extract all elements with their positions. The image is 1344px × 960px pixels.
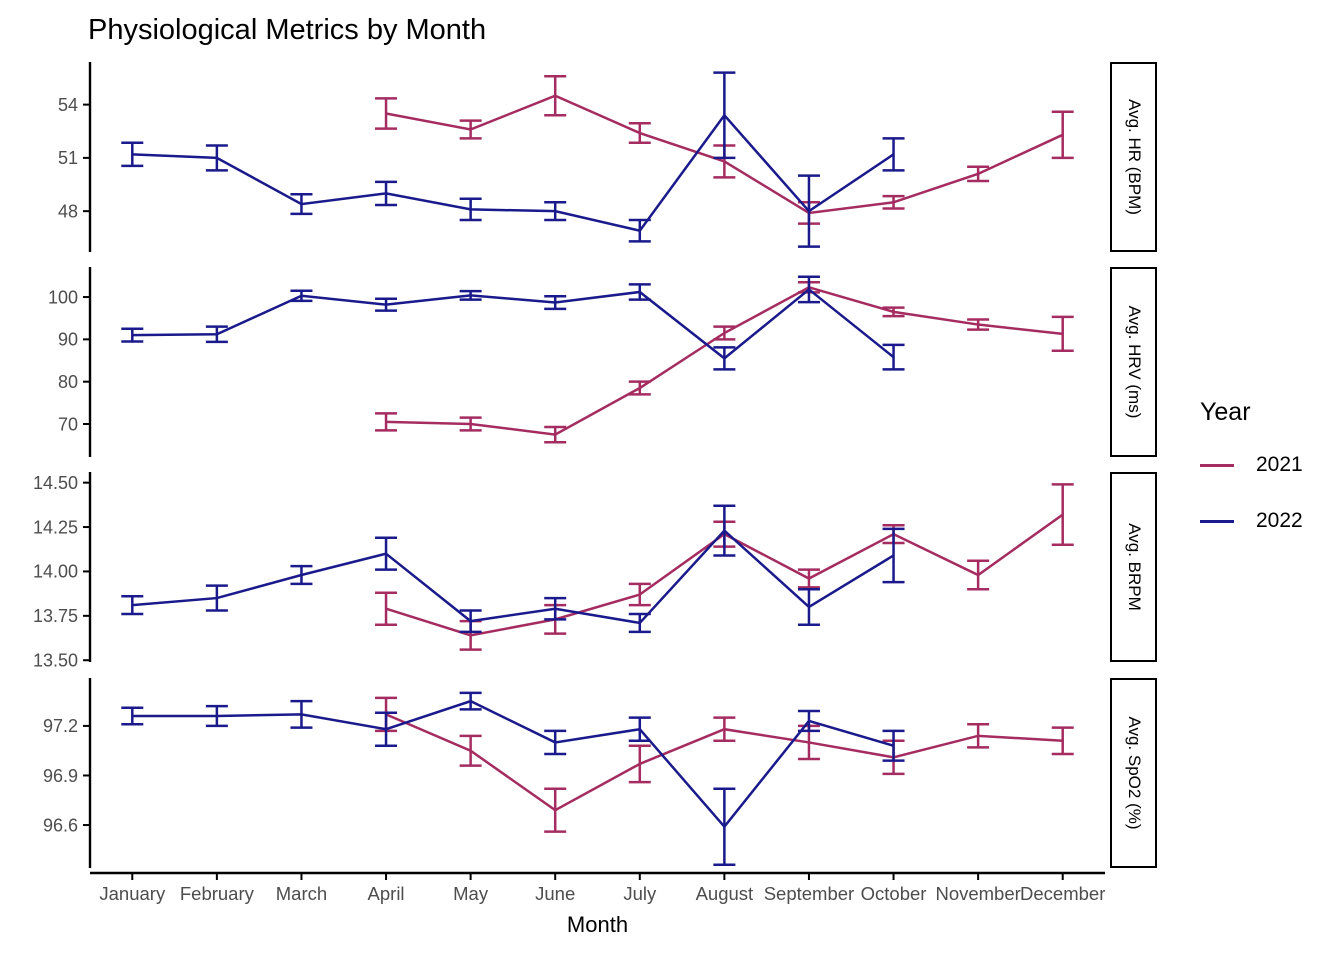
legend-swatch-2022: [1200, 519, 1234, 523]
x-tick-label: November: [935, 883, 1020, 904]
series-2022: [121, 504, 905, 634]
legend-label: 2021: [1256, 453, 1303, 476]
y-tick-label: 97.2: [43, 716, 78, 736]
x-tick-label: March: [276, 883, 327, 904]
y-tick-label: 14.50: [33, 473, 78, 493]
legend-swatch-2021: [1200, 463, 1234, 467]
legend-entry-2022: 2022: [1200, 509, 1303, 533]
y-tick-label: 70: [58, 414, 78, 434]
x-tick-label: April: [368, 883, 405, 904]
x-tick-label: January: [99, 883, 166, 904]
y-tick-label: 13.75: [33, 606, 78, 626]
facet-strip-hr: Avg. HR (BPM): [1110, 62, 1157, 252]
y-tick-label: 54: [58, 95, 78, 115]
facet-strip-hrv: Avg. HRV (ms): [1110, 267, 1157, 457]
facet-avg-brpm: 13.50 13.75 14.00 14.25 14.50: [33, 472, 1074, 671]
y-tick-label: 14.00: [33, 562, 78, 582]
series-2022: [121, 71, 905, 248]
facet-strip-spo2: Avg. SpO2 (%): [1110, 678, 1157, 868]
legend-label: 2022: [1256, 509, 1303, 532]
facet-avg-hr-bpm: 48 51 54: [58, 62, 1074, 252]
chart-title: Physiological Metrics by Month: [88, 14, 487, 46]
y-tick-label: 14.25: [33, 517, 78, 537]
series-line-2021: [385, 94, 1064, 215]
facet-strip-label: Avg. BRPM: [1124, 523, 1144, 611]
y-tick-label: 13.50: [33, 651, 78, 671]
facet-avg-spo2: 96.6 96.9 97.2 January February March April May…: [43, 678, 1105, 904]
series-line-2021: [385, 713, 1063, 812]
y-tick-label: 51: [58, 148, 78, 168]
series-line-2022: [132, 699, 894, 829]
y-tick-label: 96.6: [43, 815, 78, 835]
y-tick-label: 96.9: [43, 766, 78, 786]
y-tick-label: 48: [58, 201, 78, 221]
x-tick-label: September: [764, 883, 855, 904]
legend: Year 2021 2022: [1200, 398, 1303, 565]
legend-title: Year: [1200, 398, 1251, 426]
y-tick-label: 80: [58, 372, 78, 392]
x-tick-label: May: [453, 883, 489, 904]
facet-strip-label: Avg. HR (BPM): [1124, 99, 1144, 215]
facet-strip-brpm: Avg. BRPM: [1110, 472, 1157, 662]
x-tick-label: October: [861, 883, 927, 904]
series-line-2022: [132, 528, 895, 625]
series-2021: [375, 74, 1074, 225]
x-tick-label: July: [623, 883, 657, 904]
x-tick-label: February: [180, 883, 255, 904]
series-line-2022: [132, 113, 895, 233]
series-line-2022: [132, 287, 895, 361]
facet-strip-label: Avg. SpO2 (%): [1124, 716, 1144, 830]
series-2021: [375, 280, 1074, 444]
facet-strip-label: Avg. HRV (ms): [1124, 305, 1144, 419]
x-axis-title: Month: [566, 912, 629, 937]
y-tick-label: 100: [48, 287, 78, 307]
series-line-2021: [386, 285, 1063, 436]
x-tick-label: June: [535, 883, 575, 904]
legend-entry-2021: 2021: [1200, 453, 1303, 477]
series-2022: [121, 275, 905, 371]
y-tick-label: 90: [58, 330, 78, 350]
facet-avg-hrv-ms: 70 80 90 100: [48, 267, 1074, 457]
x-tick-label: August: [696, 883, 754, 904]
series-2022: [121, 691, 905, 866]
x-tick-label: December: [1020, 883, 1105, 904]
